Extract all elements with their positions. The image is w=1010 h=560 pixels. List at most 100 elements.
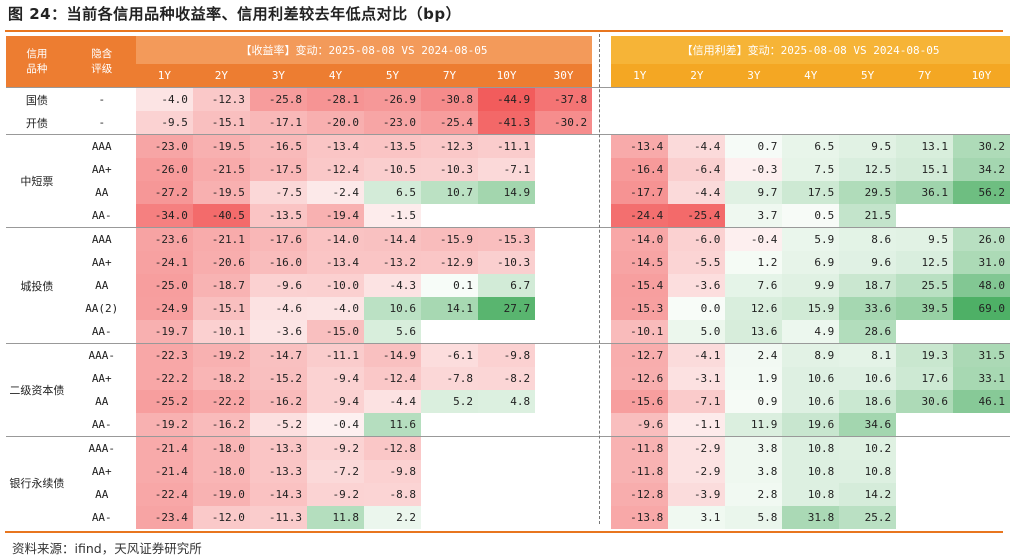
yield-change-cell: -21.4 (135, 460, 193, 483)
yield-change-cell (535, 460, 593, 483)
bottom-rule (5, 531, 1003, 533)
top-rule (5, 30, 1003, 32)
yield-change-cell: -10.3 (478, 251, 536, 274)
yield-change-cell: 0.1 (421, 274, 479, 297)
yield-change-cell: -25.4 (421, 111, 479, 135)
spread-change-cell: 25.5 (896, 274, 953, 297)
spread-change-cell: 28.6 (839, 320, 897, 344)
yield-tenor-header: 4Y (306, 64, 364, 88)
yield-change-cell: -16.0 (249, 251, 307, 274)
spread-change-cell (725, 87, 783, 111)
spread-tenor-header: 5Y (839, 64, 897, 88)
table-row: 中短票 AAA -23.0 -19.5 -16.5 -13.4 -13.5 -12.3 -11.… (6, 134, 1010, 228)
gap-cell (592, 483, 612, 506)
spread-change-cell: 13.1 (896, 134, 953, 158)
yield-change-cell (535, 227, 593, 251)
yield-change-cell: -4.4 (363, 390, 422, 413)
gap-cell (592, 320, 612, 344)
gap-cell (592, 297, 612, 320)
yield-change-cell: -14.3 (249, 483, 307, 506)
yield-change-cell: -9.4 (306, 390, 364, 413)
spread-change-cell: 6.9 (782, 251, 840, 274)
spread-change-cell: 0.7 (725, 134, 783, 158)
yield-change-cell: -40.5 (192, 204, 250, 228)
spread-change-cell (668, 111, 726, 135)
gap-cell (592, 134, 612, 158)
spread-change-cell: 15.9 (782, 297, 840, 320)
table-row: AA+ -21.4 -18.0 -13.3 -7.2 -9.8 -11.8 -2.9 3.8 10… (6, 460, 1010, 483)
spread-change-cell: 30.2 (953, 134, 1010, 158)
gap-cell (592, 111, 612, 135)
spread-change-cell: 2.8 (725, 483, 783, 506)
spread-change-cell (896, 436, 953, 460)
yield-change-cell: -11.3 (249, 506, 307, 529)
spread-change-cell (953, 111, 1010, 135)
category-cell: 城投债 (6, 227, 68, 344)
header-category-line2: 品种 (26, 62, 48, 75)
yield-change-cell: -7.1 (478, 158, 536, 181)
yield-change-cell: -19.2 (192, 343, 250, 367)
spread-change-cell (896, 320, 953, 344)
spread-change-cell: 8.9 (782, 343, 840, 367)
spread-change-cell: -16.4 (611, 158, 669, 181)
spread-change-cell: -6.4 (668, 158, 726, 181)
table-row: AA+ -26.0 -21.5 -17.5 -12.4 -10.5 -10.3 -7.1 -16… (6, 158, 1010, 181)
spread-change-cell: 0.5 (782, 204, 840, 228)
spread-change-cell: 34.2 (953, 158, 1010, 181)
yield-change-cell: -21.4 (135, 436, 193, 460)
spread-change-cell: 0.0 (668, 297, 726, 320)
spread-change-cell: -4.4 (668, 134, 726, 158)
yield-change-cell: -23.6 (135, 227, 193, 251)
table-row: AA -25.0 -18.7 -9.6 -10.0 -4.3 0.1 6.7 -15.4 -3.6… (6, 274, 1010, 297)
yield-change-cell: -41.3 (478, 111, 536, 135)
gap-cell (592, 367, 612, 390)
spread-change-cell (896, 111, 953, 135)
spread-change-cell (896, 483, 953, 506)
yield-change-cell: -12.0 (192, 506, 250, 529)
spread-change-cell: -1.1 (668, 413, 726, 437)
spread-change-cell: -15.6 (611, 390, 669, 413)
yield-change-cell: -17.6 (249, 227, 307, 251)
spread-change-cell: -25.4 (668, 204, 726, 228)
spread-change-cell: 1.2 (725, 251, 783, 274)
gap-cell (592, 436, 612, 460)
yield-change-cell: 5.2 (421, 390, 479, 413)
header-rating-line1: 隐含 (91, 47, 113, 60)
spread-change-cell: 34.6 (839, 413, 897, 437)
spread-change-cell (611, 87, 669, 111)
table-row: AA- -19.2 -16.2 -5.2 -0.4 11.6 -9.6 -1.1 11.9 19.… (6, 413, 1010, 437)
spread-change-cell: 56.2 (953, 181, 1010, 204)
spread-change-cell: 12.6 (725, 297, 783, 320)
yield-change-cell: -15.3 (478, 227, 536, 251)
yield-change-cell: -4.3 (363, 274, 422, 297)
rating-cell: AA- (91, 209, 112, 222)
table-row: AA+ -22.2 -18.2 -15.2 -9.4 -12.4 -7.8 -8.2 -12.6… (6, 367, 1010, 390)
spread-tenor-header: 3Y (725, 64, 783, 88)
yield-change-cell: 6.7 (478, 274, 536, 297)
spread-change-cell: -0.3 (725, 158, 783, 181)
yield-change-cell: -23.0 (363, 111, 422, 135)
yield-change-cell (535, 367, 593, 390)
spread-change-cell: 5.9 (782, 227, 840, 251)
yield-change-cell: -8.8 (363, 483, 422, 506)
table-row: AA- -19.7 -10.1 -3.6 -15.0 5.6 -10.1 5.0 13.6 4.9… (6, 320, 1010, 344)
spread-change-cell: -11.8 (611, 460, 669, 483)
yield-change-cell: -30.8 (421, 87, 479, 111)
rating-cell: - (67, 87, 136, 111)
yield-change-cell (478, 436, 536, 460)
spread-change-cell (668, 87, 726, 111)
spread-change-cell: 36.1 (896, 181, 953, 204)
yield-change-cell: -24.9 (135, 297, 193, 320)
spread-change-cell: 19.6 (782, 413, 840, 437)
table-row: AA -22.4 -19.0 -14.3 -9.2 -8.8 -12.8 -3.9 2.8 10.… (6, 483, 1010, 506)
spread-change-cell (839, 87, 897, 111)
yield-change-cell: -13.5 (363, 134, 422, 158)
yield-change-cell: -13.3 (249, 460, 307, 483)
spread-change-cell: 17.6 (896, 367, 953, 390)
spread-change-cell: 33.6 (839, 297, 897, 320)
spread-change-cell: -4.4 (668, 181, 726, 204)
yield-change-cell: -15.0 (306, 320, 364, 344)
rating-cell: AA- (91, 418, 112, 431)
gap-cell (592, 413, 612, 437)
rating-cell: AA (95, 395, 109, 408)
